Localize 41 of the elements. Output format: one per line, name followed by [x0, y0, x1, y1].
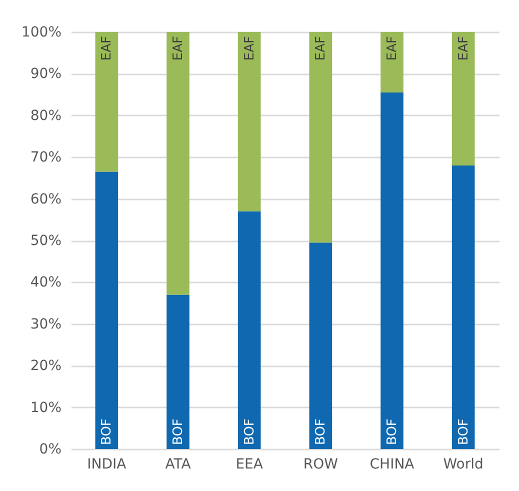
- y-tick-label: 100%: [21, 24, 62, 40]
- x-tick-label: ATA: [165, 456, 192, 472]
- x-tick-label: ROW: [303, 456, 338, 472]
- y-tick-label: 40%: [30, 274, 62, 291]
- text: EAF: [314, 36, 329, 61]
- y-tick-label: 60%: [30, 191, 62, 208]
- bar: [452, 32, 475, 166]
- bar: [95, 172, 118, 449]
- series-label: BOF: [242, 418, 258, 445]
- x-tick-label: CHINA: [370, 456, 415, 472]
- text: BOF: [456, 418, 472, 445]
- y-tick-label: 70%: [30, 150, 62, 166]
- bar: [452, 165, 475, 449]
- bar: [380, 92, 404, 449]
- bar: [309, 242, 332, 449]
- text: EAF: [385, 36, 400, 61]
- bar: [238, 32, 261, 212]
- x-tick-label: World: [443, 456, 484, 472]
- series-label: EAF: [242, 36, 258, 61]
- y-tick-label: 80%: [30, 108, 62, 124]
- bar: [238, 211, 261, 449]
- y-tick-label: 0%: [39, 442, 62, 458]
- y-tick-label: 30%: [30, 316, 62, 332]
- text: EAF: [456, 36, 472, 61]
- x-tick-label: EEA: [236, 456, 264, 472]
- text: BOF: [100, 418, 115, 445]
- text: EAF: [171, 36, 186, 61]
- y-tick-label: 20%: [30, 358, 62, 374]
- text: BOF: [385, 418, 400, 445]
- y-tick-label: 50%: [30, 233, 62, 249]
- bar: [380, 32, 404, 92]
- bar: [166, 294, 190, 449]
- y-tick-label: 10%: [30, 400, 62, 416]
- x-tick-label: INDIA: [87, 456, 127, 472]
- bar: [309, 32, 332, 243]
- text: BOF: [314, 418, 329, 445]
- bar: [166, 32, 190, 295]
- bar: [95, 32, 118, 172]
- y-tick-label: 90%: [30, 66, 62, 82]
- text: EAF: [100, 36, 115, 61]
- text: BOF: [171, 418, 186, 445]
